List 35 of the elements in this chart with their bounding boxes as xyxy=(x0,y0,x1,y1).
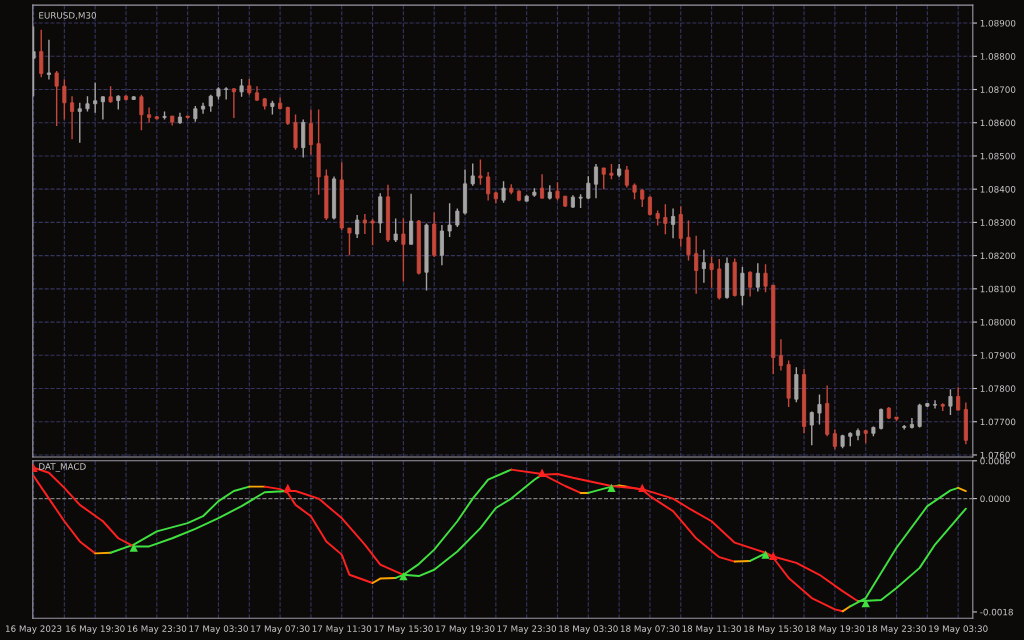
x-tick-label: 18 May 19:30 xyxy=(805,625,865,634)
y-tick-label: 1.08800 xyxy=(980,53,1016,60)
x-tick-label: 16 May 19:30 xyxy=(66,625,125,634)
y-tick-label: 1.08900 xyxy=(980,19,1016,27)
x-tick-label: 17 May 07:30 xyxy=(251,625,310,634)
y-tick-label: 1.08100 xyxy=(980,285,1016,293)
x-tick-label: 18 May 07:30 xyxy=(620,625,680,634)
y-tick-label: 1.08500 xyxy=(980,152,1016,160)
y-tick-label: 1.08400 xyxy=(980,186,1016,193)
x-tick-label: 18 May 03:30 xyxy=(559,625,618,634)
y-tick-label: -0.0018 xyxy=(980,608,1013,616)
y-tick-label: 1.07900 xyxy=(980,352,1016,359)
x-tick-label: 17 May 03:30 xyxy=(189,625,248,634)
x-tick-label: 17 May 19:30 xyxy=(435,625,495,634)
x-tick-label: 17 May 15:30 xyxy=(374,625,433,634)
text: EURUSD,M30 xyxy=(39,12,96,20)
y-tick-label: 1.08700 xyxy=(980,86,1016,93)
x-tick-label: 16 May 23:30 xyxy=(127,625,187,634)
y-tick-label: 1.08200 xyxy=(980,252,1016,260)
y-tick-label: 0.0006 xyxy=(980,457,1010,465)
y-tick-label: 0.0000 xyxy=(980,495,1010,503)
y-tick-label: 1.07700 xyxy=(980,418,1016,426)
x-tick-label: 17 May 23:30 xyxy=(497,625,557,634)
x-tick-label: 18 May 11:30 xyxy=(682,625,742,634)
x-tick-label: 18 May 23:30 xyxy=(867,625,926,634)
y-tick-label: 1.07800 xyxy=(980,385,1016,392)
y-tick-label: 1.08000 xyxy=(980,318,1016,326)
x-tick-label: 17 May 11:30 xyxy=(312,625,372,634)
chart-title: DAT_MACD xyxy=(39,463,86,472)
y-tick-label: 1.08600 xyxy=(980,119,1016,127)
y-tick-label: 1.07600 xyxy=(980,451,1016,459)
x-tick-label: 16 May 2023 xyxy=(5,625,62,634)
x-tick-label: 18 May 15:30 xyxy=(744,625,803,634)
x-tick-label: 19 May 03:30 xyxy=(929,625,988,634)
y-tick-label: 1.08300 xyxy=(980,219,1016,226)
